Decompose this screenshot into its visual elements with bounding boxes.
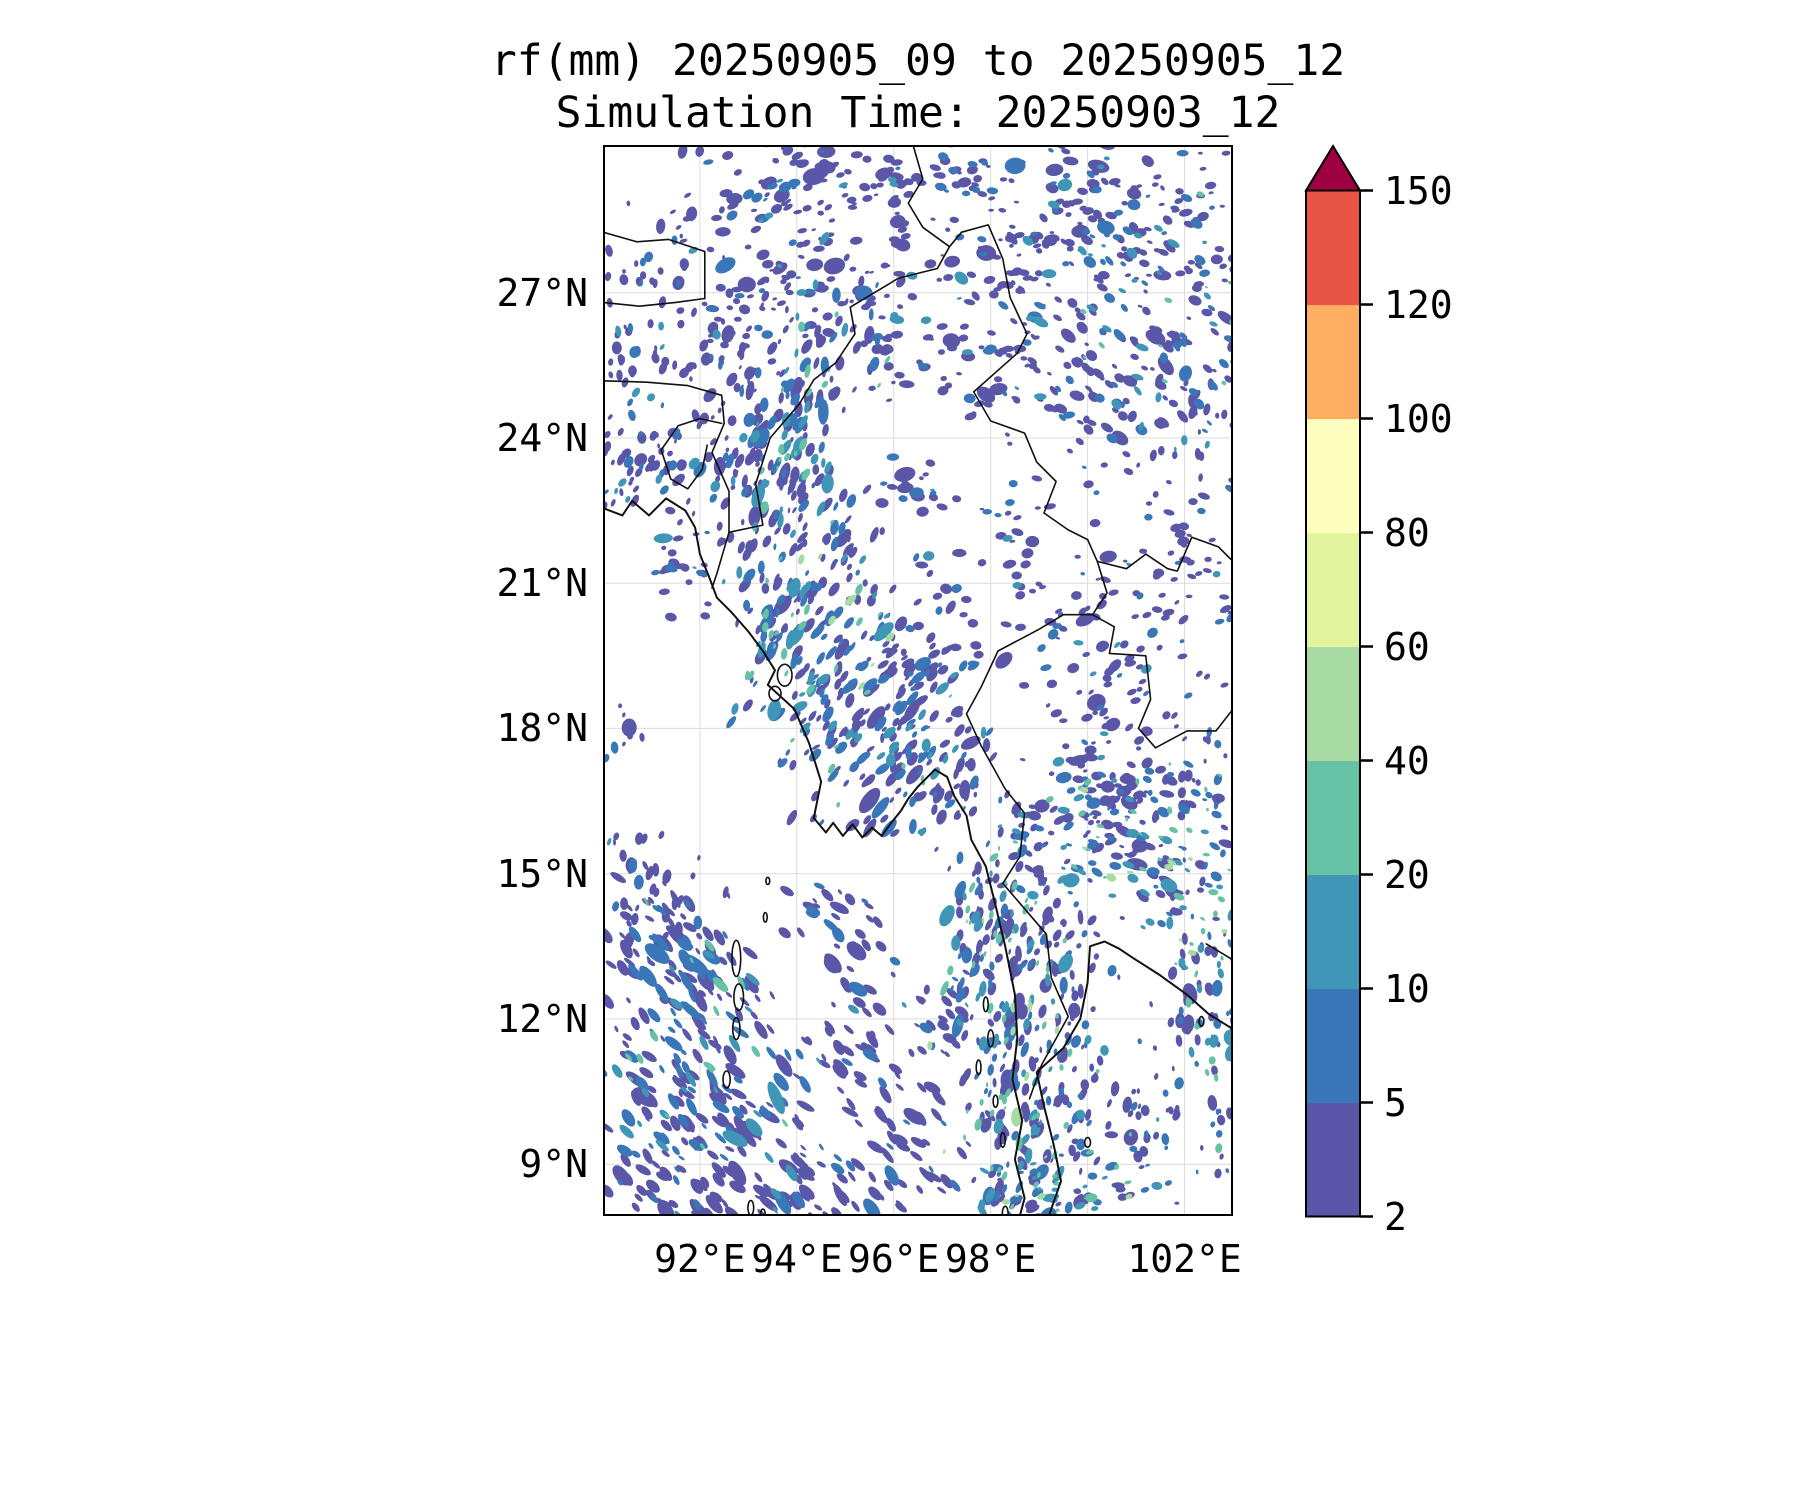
island-outline bbox=[987, 1028, 995, 1048]
x-tick-label: 96°E bbox=[848, 1237, 940, 1281]
colorbar-tick-label: 120 bbox=[1384, 282, 1453, 327]
y-tick-label: 9°N bbox=[519, 1142, 588, 1187]
colorbar-segment bbox=[1306, 988, 1360, 1104]
y-tick-label: 18°N bbox=[496, 706, 588, 751]
coastline bbox=[1035, 940, 1233, 1216]
x-tick-label: 92°E bbox=[654, 1237, 746, 1281]
island-outline bbox=[762, 911, 769, 923]
colorbar-tick-label: 40 bbox=[1384, 738, 1430, 783]
colorbar-segment bbox=[1306, 646, 1360, 762]
island-outline bbox=[982, 996, 989, 1013]
y-tick-label: 12°N bbox=[496, 996, 588, 1041]
colorbar-tick-label: 80 bbox=[1384, 510, 1430, 555]
country-border bbox=[603, 380, 730, 589]
colorbar-segment bbox=[1306, 304, 1360, 420]
country-border bbox=[603, 231, 706, 300]
country-border bbox=[660, 417, 723, 490]
map-canvas bbox=[603, 145, 1233, 1216]
island-outline bbox=[731, 1016, 741, 1041]
colorbar-segment bbox=[1306, 874, 1360, 990]
map-frame bbox=[603, 145, 1233, 1216]
island-outline bbox=[733, 983, 745, 1012]
country-border bbox=[907, 145, 951, 248]
country-border bbox=[603, 297, 706, 307]
y-tick-label: 21°N bbox=[496, 561, 588, 606]
colorbar-tick-label: 5 bbox=[1384, 1080, 1407, 1125]
island-outline bbox=[1083, 1136, 1092, 1149]
country-border bbox=[965, 613, 1094, 1100]
colorbar-segment bbox=[1306, 418, 1360, 534]
country-border bbox=[1091, 560, 1233, 749]
colorbar-tick-label: 10 bbox=[1384, 966, 1430, 1011]
country-border bbox=[728, 231, 963, 534]
island-outline bbox=[999, 1131, 1006, 1149]
y-tick-label: 24°N bbox=[496, 415, 588, 460]
graticule bbox=[603, 145, 1233, 1216]
map-lines bbox=[603, 145, 1233, 1216]
colorbar-segment bbox=[1306, 532, 1360, 648]
colorbar-tick-label: 150 bbox=[1384, 168, 1453, 213]
island-outline bbox=[768, 685, 782, 702]
country-border bbox=[960, 224, 1099, 563]
y-tick-label: 27°N bbox=[496, 270, 588, 315]
colorbar-segment bbox=[1306, 760, 1360, 876]
map-plot-area bbox=[603, 145, 1233, 1216]
colorbar-tick-label: 20 bbox=[1384, 852, 1430, 897]
colorbar-tick-label: 100 bbox=[1384, 396, 1453, 441]
country-border bbox=[1096, 536, 1233, 572]
colorbar bbox=[1296, 140, 1396, 1230]
island-outline bbox=[1001, 1205, 1009, 1216]
y-tick-label: 15°N bbox=[496, 851, 588, 896]
colorbar-canvas bbox=[1304, 144, 1373, 1218]
island-outline bbox=[765, 876, 771, 886]
colorbar-over-arrow bbox=[1304, 144, 1362, 192]
colorbar-tick-label: 2 bbox=[1384, 1194, 1407, 1239]
island-outline bbox=[731, 939, 742, 978]
x-tick-label: 102°E bbox=[1127, 1237, 1242, 1281]
x-tick-label: 98°E bbox=[944, 1237, 1037, 1281]
island-outline bbox=[722, 1070, 731, 1089]
rainfall-field bbox=[603, 145, 1233, 1216]
x-tick-label: 94°E bbox=[751, 1237, 843, 1281]
colorbar-tick-label: 60 bbox=[1384, 624, 1430, 669]
island-outline bbox=[776, 663, 793, 687]
coastline bbox=[603, 497, 1026, 1216]
colorbar-segment bbox=[1306, 190, 1360, 306]
island-outline bbox=[975, 1059, 982, 1076]
colorbar-segment bbox=[1306, 1102, 1360, 1218]
plot-subtitle: Simulation Time: 20250903_12 bbox=[555, 88, 1281, 138]
island-outline bbox=[992, 1094, 999, 1109]
island-outline bbox=[1198, 1015, 1205, 1028]
plot-title: rf(mm) 20250905_09 to 20250905_12 bbox=[490, 36, 1346, 86]
